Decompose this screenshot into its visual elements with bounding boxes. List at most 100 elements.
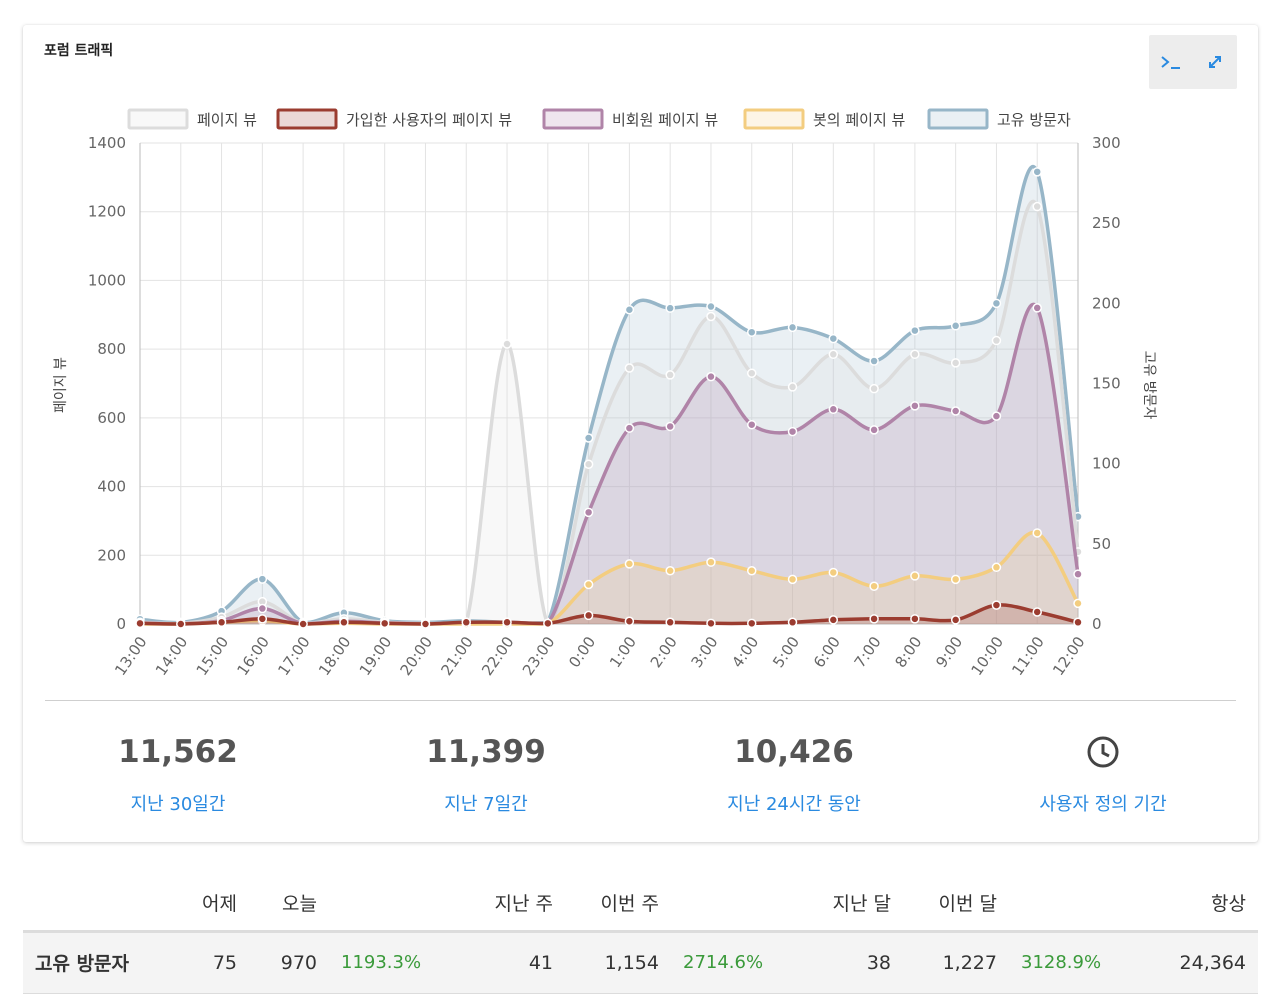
stat-link-7-days[interactable]: 지난 7일간: [444, 794, 528, 815]
y-tick-label: 600: [97, 409, 126, 427]
data-point: [828, 333, 839, 344]
legend-label: 페이지 뷰: [197, 111, 257, 129]
data-point: [869, 383, 879, 394]
x-tick-label: 5:00: [769, 633, 803, 671]
cell-week-change: 2714.6%: [671, 931, 781, 994]
cell-month-change: 3128.9%: [1009, 931, 1119, 994]
column-header-this-week: 이번 주: [565, 875, 671, 933]
x-tick-label: 17:00: [274, 633, 314, 679]
legend-item: 비회원 페이지 뷰: [542, 108, 718, 130]
column-header-all-time: 항상: [1119, 875, 1258, 933]
summary-table: 어제 오늘 지난 주 이번 주 지난 달 이번 달 항상 고유 방문자 75 9…: [23, 875, 1258, 994]
data-point: [502, 339, 512, 349]
column-header-this-month: 이번 달: [903, 875, 1009, 933]
x-tick-label: 12:00: [1049, 633, 1089, 679]
x-tick-label: 19:00: [356, 633, 396, 679]
data-point: [1032, 303, 1042, 313]
data-point: [543, 618, 553, 629]
data-point: [746, 419, 757, 430]
data-point: [706, 371, 716, 382]
data-point: [665, 370, 675, 380]
data-point: [502, 617, 512, 628]
legend-item: 페이지 뷰: [127, 108, 257, 130]
data-point: [176, 619, 186, 629]
data-point: [746, 618, 757, 629]
data-point: [624, 363, 635, 373]
data-point: [910, 401, 920, 411]
legend-swatch: [542, 108, 604, 130]
stat-30-days: 11,562 지난 30일간: [53, 730, 303, 816]
data-point: [869, 356, 879, 366]
series-area: [140, 201, 1078, 625]
data-point: [665, 617, 675, 628]
data-point: [1073, 569, 1083, 579]
column-header: [23, 875, 153, 933]
data-point: [216, 617, 227, 628]
stat-link-30-days[interactable]: 지난 30일간: [130, 794, 226, 815]
stat-link-24-hours[interactable]: 지난 24시간 동안: [727, 794, 861, 815]
data-point: [665, 421, 675, 432]
x-tick-label: 20:00: [397, 633, 437, 679]
x-tick-label: 9:00: [932, 633, 966, 671]
y-tick-label: 800: [97, 340, 126, 358]
stat-link-custom-range[interactable]: 사용자 정의 기간: [1039, 794, 1167, 815]
data-point: [787, 617, 798, 628]
data-point: [991, 298, 1002, 309]
column-header-last-month: 지난 달: [781, 875, 903, 933]
terminal-icon[interactable]: [1159, 50, 1183, 74]
legend-label: 고유 방문자: [997, 111, 1071, 129]
data-point: [1032, 528, 1042, 538]
data-point: [339, 617, 349, 628]
legend-label: 봇의 페이지 뷰: [813, 111, 906, 129]
data-point: [910, 571, 920, 581]
clock-icon[interactable]: [1081, 730, 1125, 774]
data-point: [991, 335, 1002, 346]
data-point: [257, 574, 268, 584]
x-tick-label: 2:00: [647, 633, 681, 671]
column-header-today: 오늘: [249, 875, 329, 933]
x-tick-label: 1:00: [606, 633, 640, 671]
y2-tick-label: 50: [1092, 535, 1111, 553]
divider: [45, 700, 1236, 701]
y2-tick-label: 300: [1092, 134, 1121, 152]
column-header-yesterday: 어제: [153, 875, 249, 933]
data-point: [950, 321, 961, 331]
summary-header-row: 어제 오늘 지난 주 이번 주 지난 달 이번 달 항상: [23, 875, 1258, 933]
data-point: [583, 459, 594, 469]
traffic-chart: 페이지 뷰 가입한 사용자의 페이지 뷰 비회원 페이지 뷰 봇의 페이지 뷰 고유 방…: [53, 108, 1157, 679]
data-point: [787, 426, 798, 437]
data-point: [583, 610, 594, 621]
data-point: [828, 349, 839, 360]
data-point: [135, 618, 145, 629]
stat-value: 11,562: [118, 734, 238, 770]
data-point: [950, 574, 961, 585]
y-tick-label: 0: [116, 615, 126, 633]
data-point: [991, 562, 1002, 573]
stat-24-hours: 10,426 지난 24시간 동안: [669, 730, 919, 816]
data-point: [746, 368, 757, 378]
data-point: [420, 619, 431, 629]
data-point: [1073, 598, 1083, 609]
table-row: 고유 방문자 75 970 1193.3% 41 1,154 2714.6% 3…: [23, 931, 1258, 994]
data-point: [991, 411, 1002, 421]
cell-last-month: 38: [781, 931, 903, 994]
data-point: [706, 301, 716, 312]
y2-tick-label: 150: [1092, 375, 1121, 393]
y-axis-title: 페이지 뷰: [53, 357, 69, 413]
data-point: [869, 614, 879, 624]
expand-icon[interactable]: [1203, 50, 1227, 74]
x-tick-label: 14:00: [152, 633, 192, 679]
legend-swatch: [276, 108, 338, 130]
data-point: [665, 565, 675, 576]
data-point: [379, 618, 390, 629]
data-point: [828, 615, 839, 625]
data-point: [828, 404, 839, 415]
column-header: [1009, 875, 1119, 933]
stat-value: 11,399: [426, 734, 546, 770]
legend-label: 비회원 페이지 뷰: [612, 111, 718, 129]
legend-swatch: [743, 108, 805, 130]
data-point: [869, 425, 879, 435]
cell-today: 970: [249, 931, 329, 994]
data-point: [1032, 607, 1042, 617]
y-tick-label: 400: [97, 478, 126, 496]
